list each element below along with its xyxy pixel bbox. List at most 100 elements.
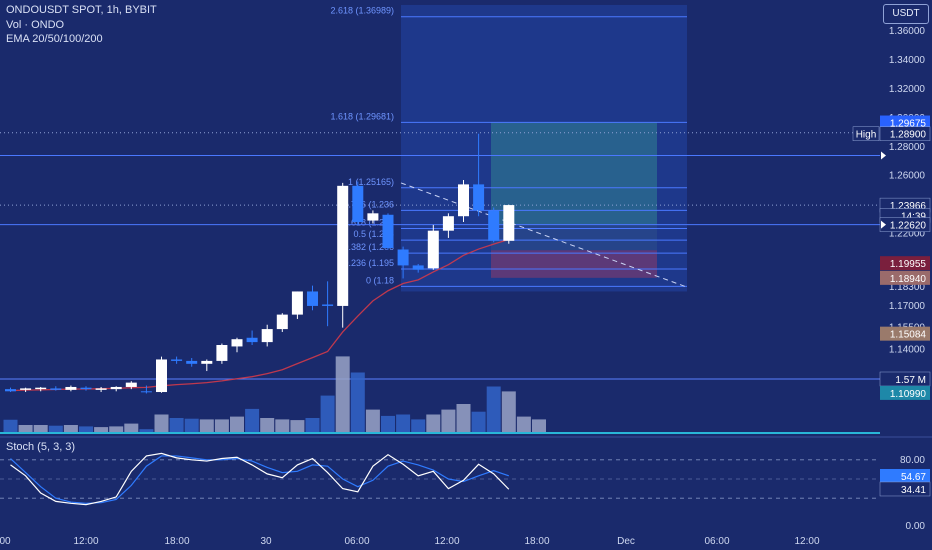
candle-body bbox=[125, 382, 137, 387]
volume-bar bbox=[290, 420, 305, 432]
ema-line bbox=[10, 238, 509, 392]
stoch-indicator-label: Stoch (5, 3, 3) bbox=[6, 441, 76, 453]
candle-body bbox=[276, 314, 288, 330]
volume-bar bbox=[94, 427, 109, 432]
fib-level-label: 0.618 (1.223 bbox=[343, 218, 394, 228]
candle-body bbox=[5, 389, 16, 392]
time-tick-label: 18:00 bbox=[524, 536, 549, 547]
price-tick-label: 1.26000 bbox=[889, 171, 926, 182]
volume-bar bbox=[486, 386, 501, 432]
time-tick-label: 18:00 bbox=[164, 536, 189, 547]
time-tick-label: 12:00 bbox=[434, 536, 459, 547]
price-tick-label: 1.28000 bbox=[889, 142, 926, 153]
volume-bar bbox=[501, 391, 516, 432]
price-badge bbox=[880, 115, 930, 130]
high-label-badge bbox=[852, 126, 880, 141]
volume-bar bbox=[18, 425, 33, 432]
candle-body bbox=[186, 360, 198, 364]
volume-bar bbox=[365, 409, 380, 432]
candle-body bbox=[140, 391, 152, 393]
volume-bar bbox=[456, 404, 471, 432]
candle-body bbox=[291, 291, 303, 315]
high-label-text: High bbox=[856, 130, 877, 141]
volume-bar bbox=[230, 416, 244, 432]
stoch-k-line bbox=[10, 452, 510, 506]
candle-body bbox=[322, 304, 334, 306]
stoch-d-line bbox=[10, 455, 509, 504]
stoch-badge-text: 54.67 bbox=[901, 472, 926, 483]
candle-body bbox=[261, 329, 273, 343]
stoch-tick-label: 80.00 bbox=[900, 455, 925, 466]
fib-level-label: 0.236 (1.195 bbox=[343, 258, 394, 268]
volume-bar bbox=[214, 419, 229, 432]
fib-level-label: 1.618 (1.29681) bbox=[330, 111, 394, 121]
time-tick-label: Dec bbox=[617, 536, 635, 547]
candle-body bbox=[412, 265, 424, 270]
candle-body bbox=[231, 339, 243, 347]
price-badge-text: 1.57 M bbox=[895, 375, 926, 386]
volume-bar bbox=[139, 429, 154, 432]
price-tick-label: 1.18300 bbox=[889, 282, 926, 293]
symbol-title: ONDOUSDT SPOT, 1h, BYBIT bbox=[6, 4, 157, 16]
candle-body bbox=[458, 184, 469, 217]
trend-line bbox=[400, 182, 688, 288]
price-badge bbox=[880, 326, 930, 341]
price-badge-text: 1.29675 bbox=[890, 119, 927, 130]
volume-bar bbox=[381, 415, 395, 432]
volume-bar bbox=[260, 418, 275, 432]
price-tick-label: 1.22000 bbox=[889, 229, 926, 240]
price-tick-label: 1.17000 bbox=[889, 301, 926, 312]
volume-bar bbox=[471, 411, 486, 432]
price-badge bbox=[880, 256, 930, 271]
volume-bar bbox=[245, 408, 260, 432]
volume-bar bbox=[33, 425, 48, 432]
candle-body bbox=[50, 388, 62, 390]
candle-body bbox=[307, 291, 318, 306]
candle-body bbox=[35, 387, 47, 390]
price-badge bbox=[880, 270, 930, 285]
price-tick-label: 1.14000 bbox=[889, 344, 926, 355]
candle-body bbox=[442, 216, 454, 231]
fib-level-label: 0.382 (1.206 bbox=[343, 242, 394, 252]
price-tick-label: 1.32000 bbox=[889, 84, 926, 95]
time-tick-label: 06:00 bbox=[344, 536, 369, 547]
time-tick-label: 00 bbox=[0, 536, 11, 547]
candle-body bbox=[427, 230, 439, 269]
candle-body bbox=[473, 184, 485, 211]
fib-level-label: 0 (1.18 bbox=[366, 275, 394, 285]
price-badge bbox=[879, 217, 931, 232]
volume-bar bbox=[516, 416, 531, 432]
volume-bar bbox=[184, 418, 199, 432]
volume-bar bbox=[335, 356, 350, 432]
price-badge-text: 1.28900 bbox=[890, 130, 927, 141]
candle-body bbox=[95, 388, 107, 390]
candle-body bbox=[488, 210, 500, 241]
volume-indicator-label: Vol · ONDO bbox=[6, 19, 65, 31]
time-tick-label: 12:00 bbox=[794, 536, 819, 547]
volume-bar bbox=[305, 418, 320, 432]
currency-button[interactable]: USDT bbox=[883, 4, 929, 24]
fib-level-label: 0.5 (1.215 bbox=[353, 229, 394, 239]
axis-marker-icon bbox=[881, 220, 886, 229]
time-tick-label: 30 bbox=[260, 536, 272, 547]
candle-body bbox=[156, 359, 167, 393]
volume-bar bbox=[199, 419, 214, 432]
candle-body bbox=[65, 386, 77, 390]
volume-bar bbox=[79, 426, 93, 432]
candle-body bbox=[171, 359, 183, 361]
stoch-badge-text: 34.41 bbox=[901, 485, 926, 496]
candle-body bbox=[367, 213, 379, 221]
price-badge bbox=[880, 385, 930, 400]
ema-indicator-label: EMA 20/50/100/200 bbox=[6, 33, 103, 45]
volume-bar bbox=[3, 419, 18, 432]
candle-body bbox=[503, 205, 515, 241]
volume-bar bbox=[109, 426, 124, 432]
axis-marker-icon bbox=[881, 151, 886, 160]
candle-body bbox=[397, 249, 409, 266]
candle-body bbox=[80, 387, 92, 390]
price-badge-text: 1.22620 bbox=[890, 221, 927, 232]
candle-body bbox=[352, 185, 364, 223]
price-badge-text: 1.18940 bbox=[890, 274, 927, 285]
fib-level-label: 2.618 (1.36989) bbox=[330, 6, 394, 16]
